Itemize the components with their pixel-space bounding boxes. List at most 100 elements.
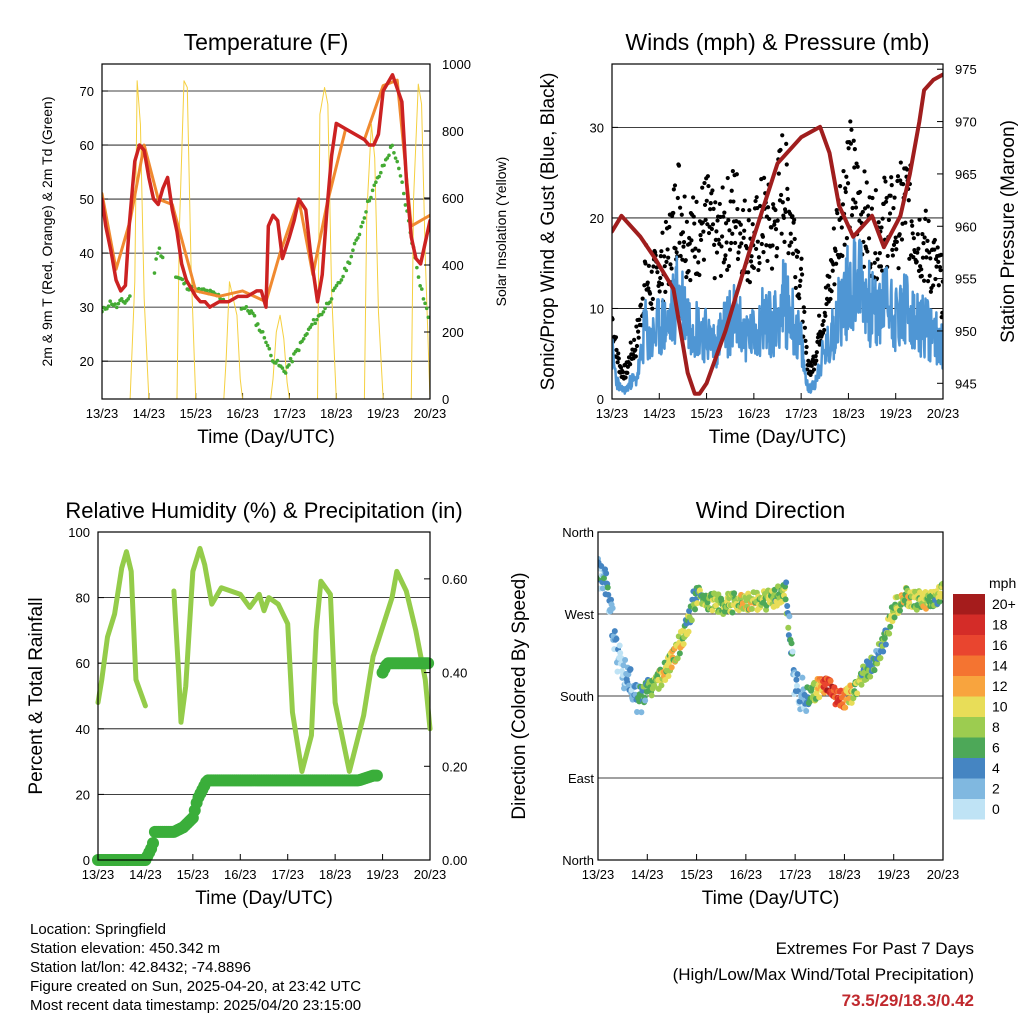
gust-point: [735, 206, 740, 212]
gust-point: [666, 255, 671, 260]
dewpoint-point: [260, 329, 265, 334]
plot-area: [102, 73, 430, 399]
gust-point: [701, 229, 706, 234]
gust-point: [827, 274, 832, 279]
direction-point: [696, 587, 703, 594]
gust-point: [676, 163, 682, 168]
gust-point: [636, 335, 641, 340]
gust-point: [710, 188, 715, 193]
gust-point: [750, 222, 755, 227]
gust-point: [830, 268, 835, 273]
gust-point: [738, 231, 743, 236]
plot-area: [612, 72, 943, 396]
x-tick-label: 20/23: [927, 867, 960, 882]
gust-point: [880, 216, 885, 221]
chart-4: Wind Direction 13/23 14/23 15/23 16/23 17/23 1…: [509, 497, 1016, 909]
y-axis-label: Sonic/Prop Wind & Gust (Blue, Black): [538, 73, 559, 391]
gust-point: [921, 241, 926, 246]
gust-point: [708, 201, 713, 206]
gust-point: [774, 254, 779, 259]
dewpoint-point: [323, 306, 327, 311]
dewpoint-point: [369, 195, 373, 200]
direction-point: [858, 681, 865, 688]
dewpoint-point: [196, 286, 201, 291]
gust-point: [693, 246, 698, 251]
gust-point: [885, 253, 890, 259]
gust-point: [770, 243, 775, 248]
direction-point: [794, 671, 801, 678]
x-tick-label: 18/23: [828, 867, 861, 882]
legend-swatch: [953, 758, 985, 779]
gust-point: [849, 127, 854, 132]
y-tick-label: 30: [80, 300, 94, 315]
gust-point: [802, 325, 808, 330]
gust-point: [708, 207, 713, 212]
gust-point: [678, 253, 683, 259]
gust-point: [615, 360, 620, 365]
y-tick-label: North: [562, 853, 594, 868]
gust-point: [872, 260, 877, 265]
gust-point: [813, 354, 818, 359]
gust-point: [677, 205, 683, 210]
direction-point: [937, 593, 943, 600]
direction-point: [854, 690, 861, 697]
gust-point: [700, 220, 705, 225]
gust-point: [645, 280, 650, 285]
x-axis-label: Time (Day/UTC): [709, 427, 847, 448]
direction-point: [692, 606, 699, 613]
gust-point: [799, 272, 805, 277]
y2-tick-label: 0.40: [442, 666, 467, 681]
gust-point: [673, 246, 678, 251]
direction-point: [627, 666, 634, 673]
gust-point: [783, 209, 788, 215]
direction-point: [789, 648, 796, 655]
gust-point: [671, 210, 676, 216]
gust-point: [705, 174, 710, 179]
dewpoint-point: [382, 163, 386, 168]
gust-point: [706, 230, 712, 236]
gust-point: [656, 283, 661, 288]
gust-point: [658, 275, 663, 281]
dewpoint-point: [421, 297, 426, 301]
gust-point: [822, 327, 827, 333]
gust-point: [921, 278, 927, 283]
dewpoint-point: [288, 356, 293, 361]
gust-point: [722, 210, 727, 215]
dewpoint-point: [329, 297, 334, 301]
y-tick-label: 40: [76, 722, 90, 737]
gust-point: [894, 247, 899, 252]
y2-tick-label: 0.00: [442, 853, 467, 868]
plot-frame: [97, 531, 431, 861]
gust-point: [938, 268, 943, 273]
gust-point: [873, 251, 878, 256]
gust-point: [712, 242, 717, 247]
gust-point: [925, 279, 931, 284]
dewpoint-point: [352, 241, 357, 246]
gust-point: [675, 195, 680, 201]
gust-point: [739, 241, 744, 246]
gust-point: [748, 259, 754, 264]
gust-point: [680, 230, 686, 235]
gust-point: [898, 178, 903, 183]
dewpoint-point: [395, 159, 400, 164]
gust-point: [910, 223, 915, 228]
gust-point: [655, 270, 660, 275]
y-tick-label: 70: [80, 84, 94, 99]
gust-point: [657, 289, 662, 294]
dewpoint-point: [119, 297, 124, 301]
legend-swatch: [953, 594, 985, 615]
direction-point: [614, 668, 621, 675]
direction-point: [793, 676, 800, 683]
series-rh-line: [95, 549, 148, 709]
gust-point: [765, 258, 770, 264]
gust-point: [784, 162, 789, 167]
y-tick-label: East: [568, 771, 594, 786]
y-tick-label: 60: [80, 138, 94, 153]
y2-tick-label: 970: [955, 115, 977, 130]
gust-point: [694, 199, 699, 204]
gust-point: [886, 217, 892, 223]
direction-point: [913, 606, 920, 613]
y-tick-label: 10: [590, 301, 604, 316]
direction-point: [634, 708, 641, 715]
gust-point: [738, 222, 743, 227]
